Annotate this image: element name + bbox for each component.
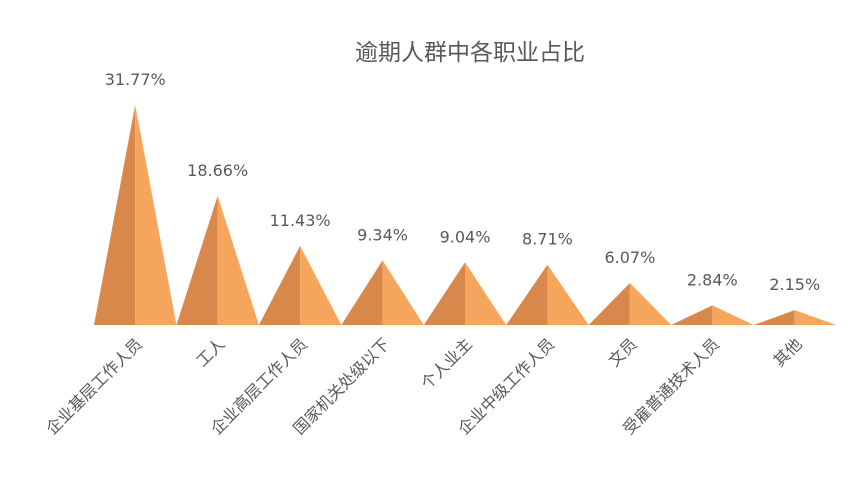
pyramid-right bbox=[629, 282, 672, 325]
x-tick-label: 个人业主 bbox=[417, 334, 476, 393]
pyramid-left bbox=[176, 195, 218, 325]
pyramid-right bbox=[712, 305, 754, 325]
x-tick-label: 文员 bbox=[605, 334, 641, 370]
pyramid-left bbox=[423, 262, 465, 325]
x-tick-label: 企业基层工作人员 bbox=[42, 334, 146, 438]
pyramid-left bbox=[258, 245, 301, 325]
pyramid-right bbox=[547, 264, 589, 325]
pyramid-left bbox=[671, 305, 713, 325]
value-label: 2.15% bbox=[769, 275, 820, 294]
pyramid-left bbox=[588, 282, 630, 325]
pyramid-right bbox=[300, 245, 342, 325]
pyramid-right bbox=[465, 262, 507, 325]
pyramid-right bbox=[794, 310, 836, 325]
pyramid-right bbox=[217, 195, 259, 325]
value-label: 2.84% bbox=[687, 270, 738, 289]
value-label: 18.66% bbox=[187, 161, 248, 180]
pyramid-left bbox=[341, 260, 383, 325]
value-label: 8.71% bbox=[522, 230, 573, 249]
value-label: 31.77% bbox=[105, 70, 166, 89]
value-label: 9.34% bbox=[357, 225, 408, 244]
pyramid-right bbox=[135, 105, 177, 325]
pyramid-left bbox=[94, 105, 136, 325]
pyramid-left bbox=[506, 264, 548, 325]
value-label: 11.43% bbox=[270, 211, 331, 230]
pyramid-left bbox=[753, 310, 795, 325]
x-tick-label: 工人 bbox=[192, 334, 228, 370]
chart-title: 逾期人群中各职业占比 bbox=[355, 40, 585, 66]
value-label: 9.04% bbox=[440, 227, 491, 246]
value-label: 6.07% bbox=[604, 248, 655, 267]
pyramid-right bbox=[382, 260, 424, 325]
x-tick-label: 其他 bbox=[770, 334, 806, 370]
